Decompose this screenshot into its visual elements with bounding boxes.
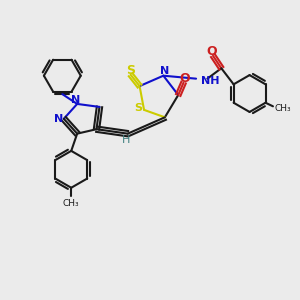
Text: S: S: [135, 103, 143, 113]
Text: NH: NH: [201, 76, 220, 86]
Text: O: O: [180, 72, 190, 85]
Text: S: S: [126, 64, 135, 77]
Text: CH₃: CH₃: [274, 104, 291, 113]
Text: O: O: [206, 44, 217, 58]
Text: N: N: [71, 95, 80, 105]
Text: H: H: [122, 135, 130, 145]
Text: N: N: [54, 114, 63, 124]
Text: CH₃: CH₃: [63, 199, 80, 208]
Text: N: N: [160, 66, 170, 76]
